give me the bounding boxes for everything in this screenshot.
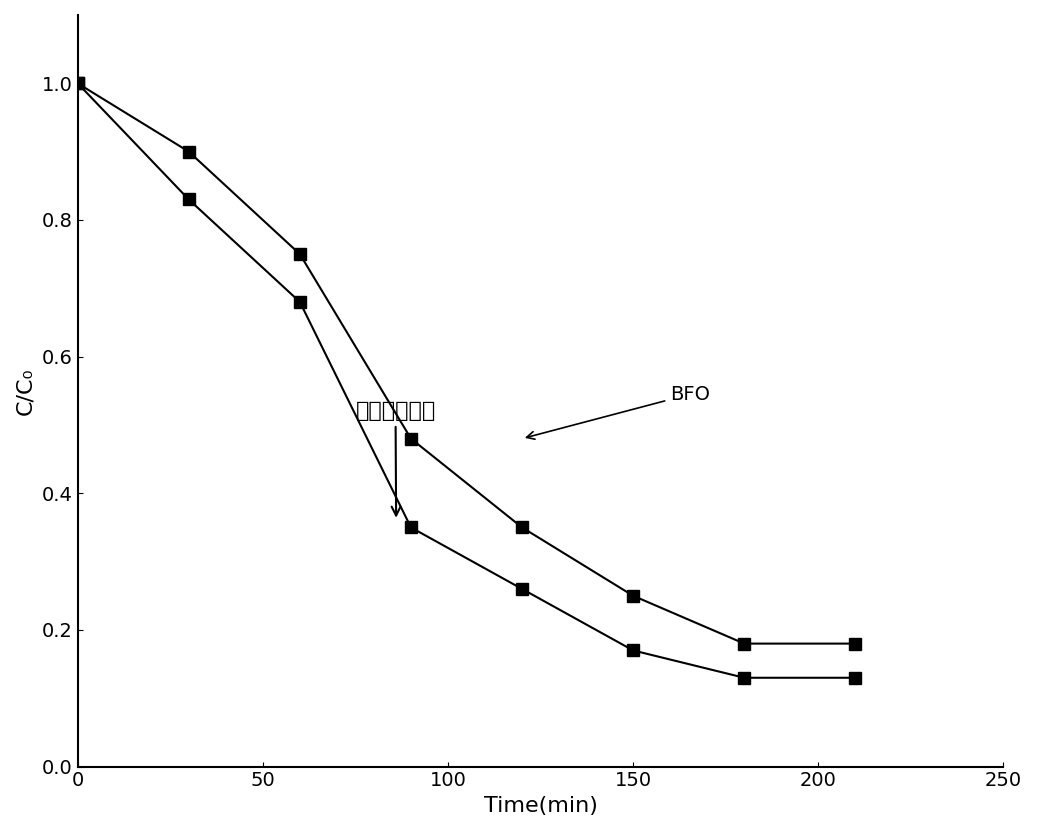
Text: 复合光偃化剂: 复合光偃化剂 [356, 401, 436, 515]
Y-axis label: C/C₀: C/C₀ [15, 367, 35, 415]
X-axis label: Time(min): Time(min) [483, 796, 597, 816]
Text: BFO: BFO [527, 385, 710, 440]
